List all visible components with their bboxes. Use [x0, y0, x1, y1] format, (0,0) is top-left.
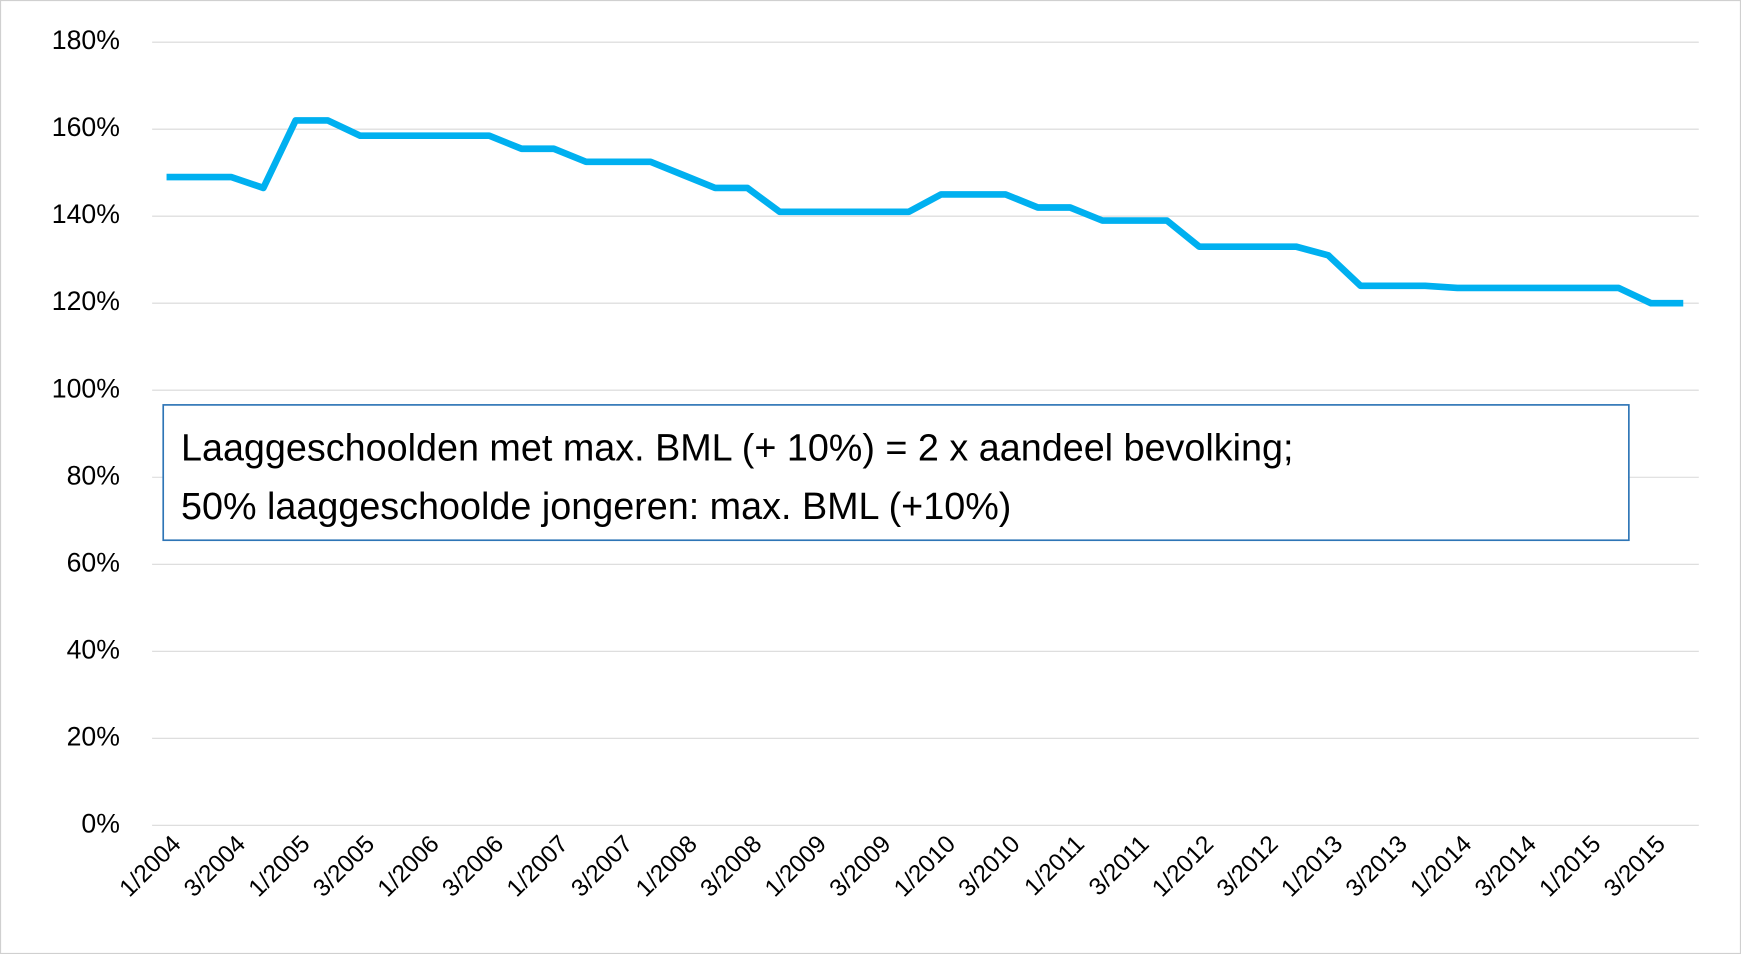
- y-tick-label: 40%: [67, 634, 120, 664]
- y-tick-label: 80%: [67, 460, 120, 490]
- y-tick-label: 60%: [67, 547, 120, 577]
- y-tick-label: 180%: [52, 25, 120, 55]
- y-tick-label: 100%: [52, 373, 120, 403]
- y-tick-label: 20%: [67, 721, 120, 751]
- y-tick-label: 160%: [52, 112, 120, 142]
- data-line: [166, 117, 1684, 307]
- annotation-text: 50% laaggeschoolde jongeren: max. BML (+…: [181, 485, 1011, 527]
- annotation-box: [162, 404, 1630, 542]
- y-tick-label: 0%: [81, 808, 120, 838]
- y-tick-label: 140%: [52, 199, 120, 229]
- y-tick-label: 120%: [52, 286, 120, 316]
- annotation-text: Laaggeschoolden met max. BML (+ 10%) = 2…: [181, 426, 1293, 468]
